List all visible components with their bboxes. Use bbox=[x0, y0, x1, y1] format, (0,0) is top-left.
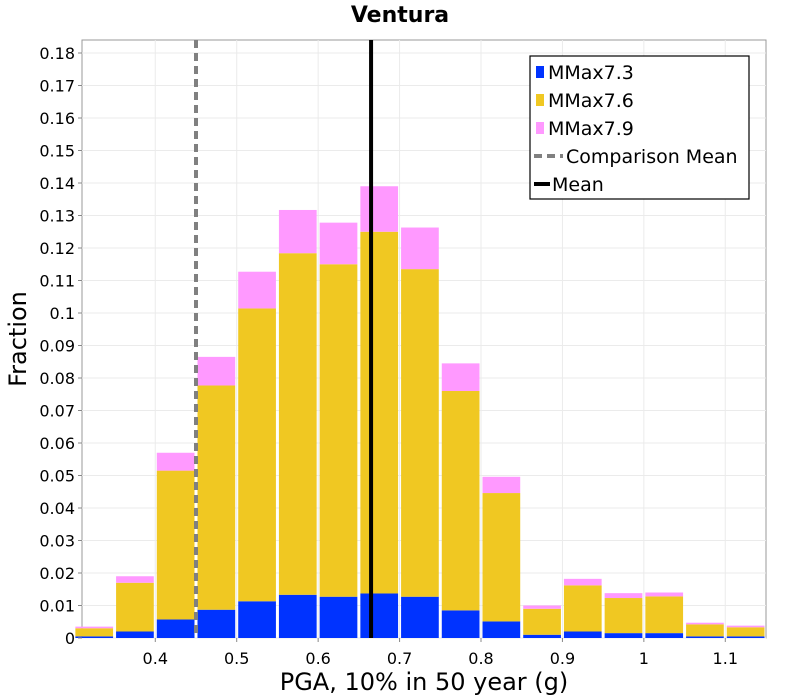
bar-mmax73 bbox=[238, 601, 276, 638]
y-tick-label: 0.16 bbox=[39, 109, 75, 128]
y-tick-label: 0.13 bbox=[39, 207, 75, 226]
y-axis-label: Fraction bbox=[4, 291, 32, 387]
y-tick-label: 0.03 bbox=[39, 532, 75, 551]
x-tick-label: 0.4 bbox=[143, 649, 168, 668]
y-tick-label: 0.04 bbox=[39, 499, 75, 518]
bar-mmax76 bbox=[156, 470, 195, 620]
legend-swatch bbox=[536, 66, 544, 78]
bars bbox=[75, 186, 765, 638]
bar-mmax73 bbox=[116, 631, 154, 638]
x-tick-label: 0.6 bbox=[305, 649, 330, 668]
bar-mmax73 bbox=[360, 593, 399, 638]
y-tick-label: 0.07 bbox=[39, 402, 75, 421]
bar-mmax73 bbox=[278, 594, 317, 638]
y-axis-ticks: 0 0.01 0.02 0.03 0.04 0.05 0.06 0.07 0.08 0.09 0.1… bbox=[39, 44, 82, 648]
bar-mmax79 bbox=[645, 592, 684, 597]
bar-mmax73 bbox=[604, 633, 643, 638]
x-tick-label: 0.5 bbox=[224, 649, 249, 668]
bar-mmax76 bbox=[523, 608, 561, 635]
x-tick-label: 1 bbox=[639, 649, 649, 668]
bar-mmax73 bbox=[319, 596, 358, 638]
x-tick-label: 1.1 bbox=[713, 649, 738, 668]
y-tick-label: 0.06 bbox=[39, 434, 75, 453]
bar-mmax76 bbox=[401, 269, 439, 597]
y-tick-label: 0.18 bbox=[39, 44, 75, 63]
bar-mmax73 bbox=[401, 596, 439, 638]
bar-mmax79 bbox=[75, 626, 114, 629]
bar-mmax79 bbox=[726, 625, 765, 628]
y-tick-label: 0.17 bbox=[39, 77, 75, 96]
bar-mmax79 bbox=[482, 476, 521, 494]
bar-mmax79 bbox=[441, 363, 480, 391]
x-tick-label: 0.8 bbox=[468, 649, 493, 668]
legend-swatch bbox=[536, 94, 544, 106]
legend-label: MMax7.6 bbox=[548, 90, 634, 112]
bar-mmax76 bbox=[197, 385, 236, 610]
bar-mmax76 bbox=[278, 253, 317, 595]
y-tick-label: 0.01 bbox=[39, 597, 75, 616]
y-tick-label: 0.12 bbox=[39, 239, 75, 258]
bar-mmax76 bbox=[319, 264, 358, 597]
bar-mmax76 bbox=[563, 585, 602, 632]
chart-title: Ventura bbox=[351, 3, 449, 28]
y-tick-label: 0.15 bbox=[39, 142, 75, 161]
legend-swatch bbox=[536, 122, 544, 134]
bar-mmax73 bbox=[197, 609, 236, 638]
bar-mmax73 bbox=[686, 636, 724, 638]
y-tick-label: 0 bbox=[65, 629, 75, 648]
bar-mmax79 bbox=[523, 605, 561, 609]
bar-mmax76 bbox=[238, 308, 276, 602]
bar-mmax76 bbox=[726, 627, 765, 637]
bar-mmax76 bbox=[645, 596, 684, 634]
bar-mmax76 bbox=[604, 598, 643, 634]
legend: MMax7.3 MMax7.6 MMax7.9 Comparison Mean Mean bbox=[529, 55, 750, 200]
bar-mmax73 bbox=[441, 610, 480, 638]
bar-mmax79 bbox=[278, 209, 317, 254]
legend-box bbox=[529, 55, 750, 200]
y-tick-label: 0.02 bbox=[39, 564, 75, 583]
x-axis-label: PGA, 10% in 50 year (g) bbox=[280, 668, 569, 696]
y-tick-label: 0.11 bbox=[39, 272, 75, 291]
legend-label: Comparison Mean bbox=[566, 146, 738, 168]
bar-mmax76 bbox=[75, 628, 114, 637]
bar-mmax79 bbox=[319, 222, 358, 265]
bar-mmax73 bbox=[645, 633, 684, 638]
x-tick-label: 0.9 bbox=[550, 649, 575, 668]
y-tick-label: 0.1 bbox=[50, 304, 75, 323]
bar-mmax76 bbox=[441, 391, 480, 611]
x-tick-label: 0.7 bbox=[387, 649, 412, 668]
y-tick-label: 0.14 bbox=[39, 174, 75, 193]
bar-mmax73 bbox=[156, 619, 195, 638]
bar-mmax79 bbox=[686, 622, 724, 625]
bar-mmax73 bbox=[726, 636, 765, 638]
y-tick-label: 0.05 bbox=[39, 467, 75, 486]
bar-mmax79 bbox=[156, 452, 195, 471]
reference-lines bbox=[194, 40, 374, 638]
bar-mmax73 bbox=[75, 636, 114, 638]
bar-mmax76 bbox=[482, 493, 521, 622]
bar-mmax79 bbox=[197, 356, 236, 386]
bar-mmax73 bbox=[482, 621, 521, 638]
bar-mmax79 bbox=[238, 271, 276, 309]
bar-mmax79 bbox=[563, 578, 602, 586]
x-axis-ticks: 0.4 0.5 0.6 0.7 0.8 0.9 1 1.1 bbox=[143, 638, 738, 668]
bar-mmax79 bbox=[401, 227, 439, 270]
bar-mmax76 bbox=[360, 231, 399, 594]
bar-mmax79 bbox=[604, 593, 643, 599]
bar-mmax76 bbox=[116, 582, 154, 632]
bar-mmax79 bbox=[116, 576, 154, 583]
y-tick-label: 0.09 bbox=[39, 337, 75, 356]
legend-label: MMax7.9 bbox=[548, 118, 634, 140]
legend-label: MMax7.3 bbox=[548, 62, 634, 84]
bar-mmax73 bbox=[523, 634, 561, 638]
bar-mmax79 bbox=[360, 186, 399, 232]
legend-label: Mean bbox=[552, 174, 604, 196]
y-tick-label: 0.08 bbox=[39, 369, 75, 388]
bar-mmax76 bbox=[686, 624, 724, 637]
bar-mmax73 bbox=[563, 631, 602, 638]
